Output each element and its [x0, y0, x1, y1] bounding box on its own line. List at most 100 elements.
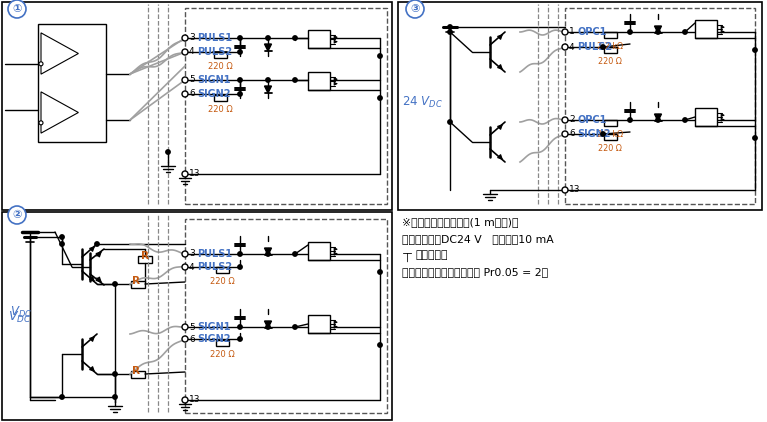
Bar: [216, 267, 229, 273]
Circle shape: [60, 395, 64, 399]
Text: 220 Ω: 220 Ω: [208, 105, 232, 114]
Bar: [308, 72, 330, 90]
Text: SIGN1: SIGN1: [197, 75, 231, 85]
Bar: [308, 242, 330, 260]
Circle shape: [113, 372, 117, 376]
Text: 6: 6: [189, 89, 195, 98]
Text: 6: 6: [189, 335, 195, 344]
Polygon shape: [265, 86, 272, 93]
Text: 2.2 kΩ: 2.2 kΩ: [597, 42, 623, 51]
Circle shape: [562, 117, 568, 123]
Text: ②: ②: [12, 210, 21, 220]
Circle shape: [378, 343, 382, 347]
Text: R: R: [132, 366, 140, 376]
Polygon shape: [41, 92, 78, 133]
Circle shape: [238, 78, 242, 82]
Text: 220 Ω: 220 Ω: [598, 144, 622, 153]
Text: 3: 3: [189, 249, 195, 259]
Text: ※配线长度，请控制在(1 m以内)。: ※配线长度，请控制在(1 m以内)。: [402, 217, 518, 227]
Text: 最大输入电压DC24 V   额定电浑10 mA: 最大输入电压DC24 V 额定电浑10 mA: [402, 234, 554, 244]
Circle shape: [656, 30, 660, 34]
Circle shape: [113, 282, 117, 286]
Text: 6: 6: [569, 130, 574, 138]
Text: 220 Ω: 220 Ω: [209, 350, 235, 359]
Circle shape: [166, 150, 170, 154]
Circle shape: [238, 265, 242, 269]
Text: 13: 13: [189, 170, 200, 179]
Circle shape: [601, 45, 605, 49]
Circle shape: [238, 92, 242, 96]
Circle shape: [628, 118, 632, 122]
Text: 2.2 kΩ: 2.2 kΩ: [597, 130, 623, 139]
Text: PULS2: PULS2: [197, 262, 232, 272]
Circle shape: [8, 206, 26, 224]
Text: R: R: [132, 276, 140, 286]
Text: 5: 5: [189, 76, 195, 84]
Polygon shape: [265, 44, 272, 51]
Circle shape: [182, 336, 188, 342]
Circle shape: [562, 29, 568, 35]
Circle shape: [182, 324, 188, 330]
Circle shape: [182, 171, 188, 177]
Circle shape: [378, 54, 382, 58]
Circle shape: [182, 49, 188, 55]
Circle shape: [266, 78, 270, 82]
Circle shape: [562, 131, 568, 137]
Circle shape: [601, 132, 605, 136]
Text: SIGN2: SIGN2: [197, 89, 231, 99]
Circle shape: [293, 325, 297, 329]
Circle shape: [39, 62, 43, 66]
Text: 4: 4: [569, 43, 574, 51]
Text: 24 $V_{DC}$: 24 $V_{DC}$: [402, 95, 443, 110]
Bar: [38, 24, 106, 142]
Circle shape: [238, 252, 242, 256]
Circle shape: [95, 242, 99, 246]
Bar: [398, 2, 762, 210]
Bar: [2, 2, 392, 210]
Circle shape: [60, 235, 64, 239]
Bar: [565, 8, 755, 204]
Circle shape: [238, 36, 242, 40]
Text: OPC1: OPC1: [577, 27, 607, 37]
Circle shape: [266, 36, 270, 40]
Bar: [2, 212, 392, 420]
Circle shape: [238, 50, 242, 54]
Circle shape: [293, 78, 297, 82]
Text: ⊤: ⊤: [402, 252, 413, 265]
Text: PULS1: PULS1: [197, 249, 232, 259]
Bar: [185, 8, 387, 204]
Polygon shape: [265, 248, 272, 255]
Text: 220 Ω: 220 Ω: [208, 62, 232, 71]
Circle shape: [378, 270, 382, 274]
Bar: [604, 120, 617, 126]
Circle shape: [683, 30, 687, 34]
Text: R: R: [141, 251, 149, 261]
Text: 使用开路集电极时推荐设定 Pr0.05 = 2。: 使用开路集电极时推荐设定 Pr0.05 = 2。: [402, 267, 548, 277]
Circle shape: [113, 395, 117, 399]
Text: $V_{DC}$: $V_{DC}$: [10, 304, 32, 319]
Circle shape: [266, 252, 270, 256]
Circle shape: [562, 44, 568, 50]
Circle shape: [293, 252, 297, 256]
Text: ①: ①: [12, 4, 21, 14]
Bar: [308, 30, 330, 48]
Text: 1: 1: [569, 27, 574, 36]
Polygon shape: [654, 26, 661, 33]
Circle shape: [39, 121, 43, 125]
Circle shape: [378, 96, 382, 100]
Text: 5: 5: [189, 322, 195, 332]
Circle shape: [182, 397, 188, 403]
Text: 220 Ω: 220 Ω: [209, 277, 235, 286]
Circle shape: [60, 242, 64, 246]
Circle shape: [406, 0, 424, 18]
Text: PULS1: PULS1: [197, 33, 232, 43]
Circle shape: [293, 36, 297, 40]
Bar: [213, 95, 226, 101]
Circle shape: [182, 91, 188, 97]
Text: SIGN1: SIGN1: [197, 322, 231, 332]
Bar: [131, 281, 145, 287]
Text: SIGN2: SIGN2: [577, 129, 611, 139]
Circle shape: [182, 264, 188, 270]
Text: SIGN2: SIGN2: [197, 334, 231, 344]
Circle shape: [752, 48, 757, 52]
